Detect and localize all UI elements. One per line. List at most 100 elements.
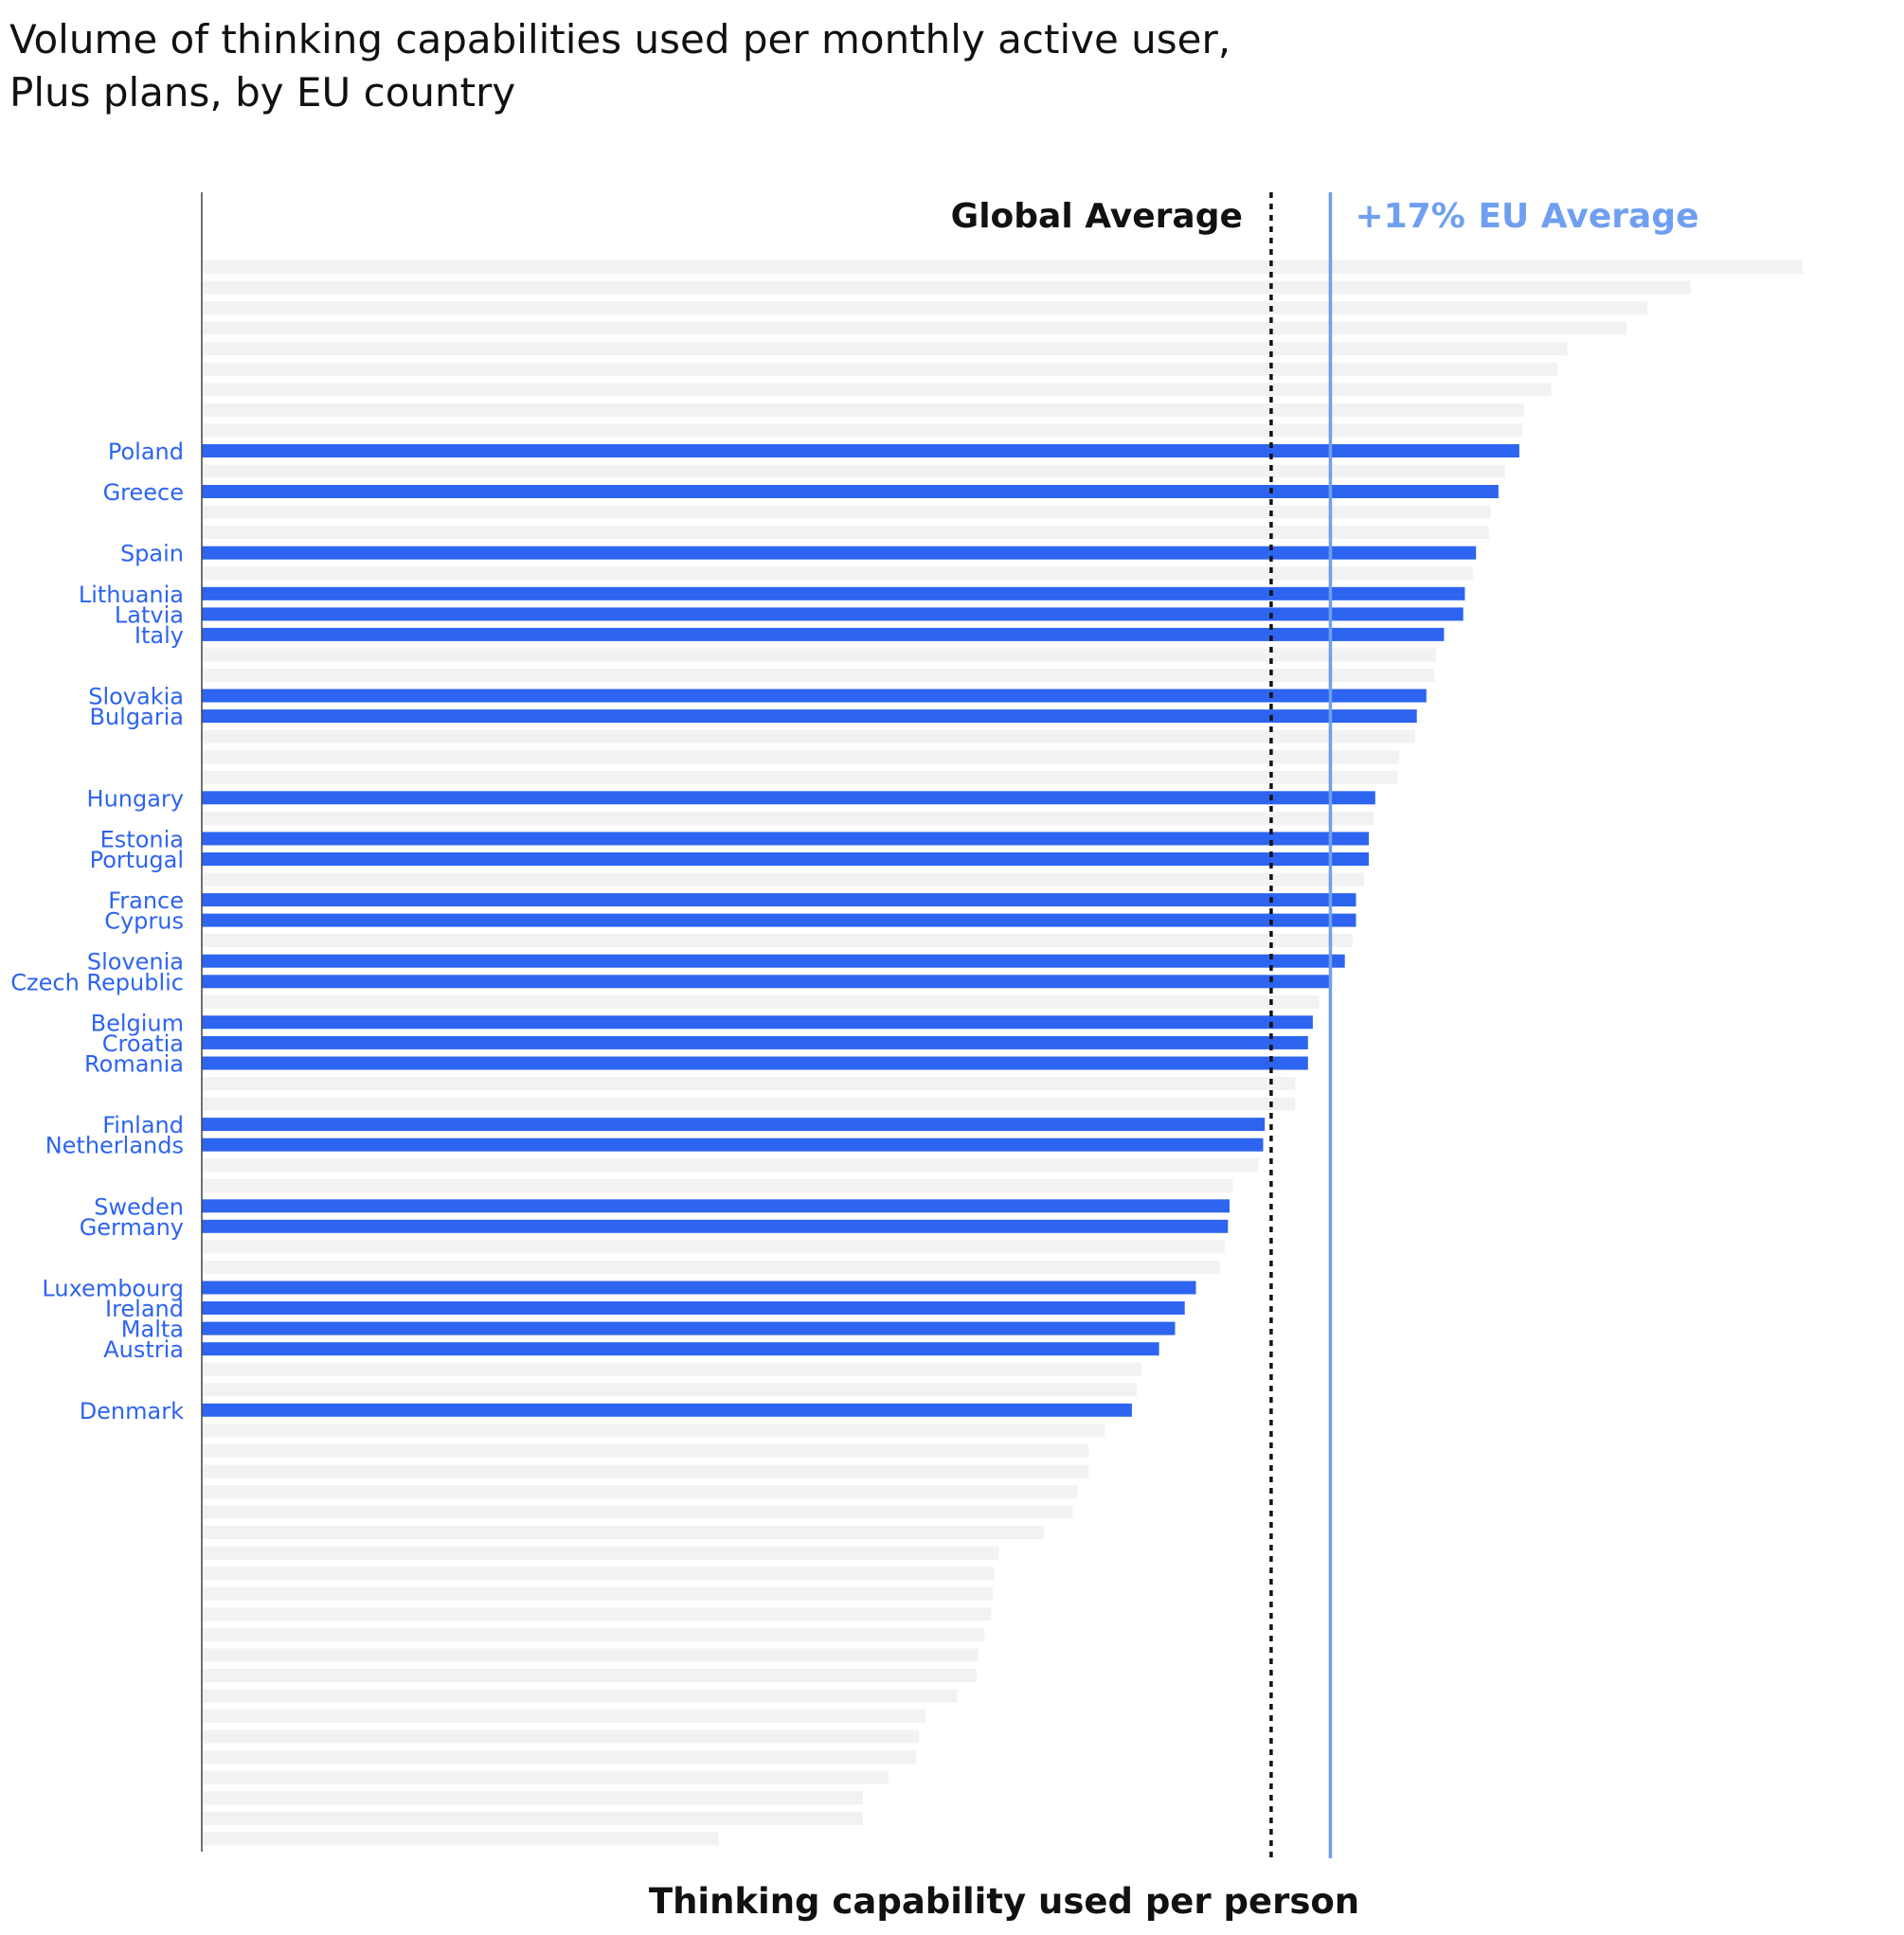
bar-lithuania xyxy=(202,586,1465,600)
bar-netherlands xyxy=(202,1138,1264,1152)
bar-belgium xyxy=(202,1015,1313,1030)
background-bar xyxy=(202,994,1320,1009)
background-bar xyxy=(202,1383,1137,1397)
country-label-germany: Germany xyxy=(80,1214,184,1241)
background-bar xyxy=(202,1240,1225,1254)
background-bar xyxy=(202,1546,999,1560)
eu-average-label: EU Average xyxy=(1478,197,1698,236)
background-bar xyxy=(202,280,1691,295)
background-bar xyxy=(202,1669,977,1682)
country-label-spain: Spain xyxy=(120,541,184,567)
background-bar xyxy=(202,403,1524,417)
country-label-italy: Italy xyxy=(135,622,184,649)
background-bar xyxy=(202,1362,1141,1376)
bar-latvia xyxy=(202,607,1464,621)
country-label-luxembourg: Luxembourg xyxy=(42,1276,184,1302)
background-bar xyxy=(202,1485,1078,1498)
background-bars-group xyxy=(202,260,1803,1846)
background-bar xyxy=(202,464,1505,478)
bar-sweden xyxy=(202,1199,1230,1213)
background-bar xyxy=(202,770,1398,784)
background-bar xyxy=(202,1178,1233,1192)
country-label-slovenia: Slovenia xyxy=(87,949,184,976)
background-bar xyxy=(202,1158,1259,1173)
bar-portugal xyxy=(202,852,1369,866)
country-label-hungary: Hungary xyxy=(87,785,184,812)
bar-denmark xyxy=(202,1403,1132,1417)
background-bar xyxy=(202,362,1558,376)
bar-slovenia xyxy=(202,954,1345,968)
background-bar xyxy=(202,1261,1220,1274)
background-bar xyxy=(202,1770,889,1784)
background-bar xyxy=(202,1811,863,1825)
background-bar xyxy=(202,750,1400,764)
background-bar xyxy=(202,1791,863,1805)
background-bar xyxy=(202,1627,985,1641)
country-label-austria: Austria xyxy=(103,1336,184,1363)
bar-estonia xyxy=(202,832,1369,846)
global-average-label: Global Average xyxy=(951,197,1243,236)
country-label-poland: Poland xyxy=(108,439,184,465)
x-axis-label: Thinking capability used per person xyxy=(649,1881,1359,1922)
country-label-cyprus: Cyprus xyxy=(104,908,184,935)
bar-croatia xyxy=(202,1035,1308,1049)
background-bar xyxy=(202,1832,719,1846)
bar-romania xyxy=(202,1056,1308,1070)
bar-italy xyxy=(202,627,1445,641)
background-bar xyxy=(202,423,1523,438)
background-bar xyxy=(202,383,1552,397)
country-label-lithuania: Lithuania xyxy=(79,582,184,608)
country-label-belgium: Belgium xyxy=(91,1010,184,1036)
background-bar xyxy=(202,648,1436,662)
background-bar xyxy=(202,1648,979,1662)
bar-greece xyxy=(202,485,1499,498)
background-bar xyxy=(202,669,1435,682)
country-label-ireland: Ireland xyxy=(105,1296,184,1322)
background-bar xyxy=(202,1464,1089,1478)
country-label-bulgaria: Bulgaria xyxy=(89,704,184,730)
bar-luxembourg xyxy=(202,1281,1196,1295)
bar-slovakia xyxy=(202,689,1427,703)
chart-title: Volume of thinking capabilities used per… xyxy=(9,13,1230,119)
background-bar xyxy=(202,260,1803,274)
country-label-croatia: Croatia xyxy=(102,1030,184,1057)
background-bar xyxy=(202,1505,1073,1519)
background-bar xyxy=(202,1710,925,1723)
background-bar xyxy=(202,1689,958,1703)
bar-poland xyxy=(202,444,1519,457)
highlighted-bars-group xyxy=(202,444,1519,1417)
bar-bulgaria xyxy=(202,709,1417,724)
country-label-romania: Romania xyxy=(84,1051,184,1078)
background-bar xyxy=(202,729,1415,744)
bar-hungary xyxy=(202,791,1375,805)
bar-austria xyxy=(202,1342,1159,1356)
country-label-finland: Finland xyxy=(102,1112,184,1138)
background-bar xyxy=(202,301,1648,315)
bar-france xyxy=(202,893,1356,907)
background-bar xyxy=(202,1750,916,1765)
country-label-latvia: Latvia xyxy=(115,601,184,628)
bar-ireland xyxy=(202,1301,1185,1315)
background-bar xyxy=(202,526,1489,540)
bar-germany xyxy=(202,1219,1229,1233)
country-label-czech-republic: Czech Republic xyxy=(10,969,184,995)
country-label-denmark: Denmark xyxy=(80,1398,184,1424)
bar-finland xyxy=(202,1118,1266,1132)
country-label-netherlands: Netherlands xyxy=(45,1133,184,1159)
eu-average-difference-label: +17% xyxy=(1355,197,1464,236)
bar-czech-republic xyxy=(202,975,1331,989)
chart-title-line-1: Volume of thinking capabilities used per… xyxy=(9,16,1231,63)
bar-malta xyxy=(202,1321,1176,1335)
background-bar xyxy=(202,872,1364,887)
country-label-france: France xyxy=(108,887,184,914)
background-bar xyxy=(202,1097,1296,1111)
country-label-portugal: Portugal xyxy=(90,847,184,873)
country-label-malta: Malta xyxy=(121,1317,184,1343)
country-label-greece: Greece xyxy=(103,479,184,506)
country-label-estonia: Estonia xyxy=(100,826,184,852)
background-bar xyxy=(202,1526,1044,1540)
background-bar xyxy=(202,505,1491,519)
country-label-sweden: Sweden xyxy=(94,1193,184,1220)
